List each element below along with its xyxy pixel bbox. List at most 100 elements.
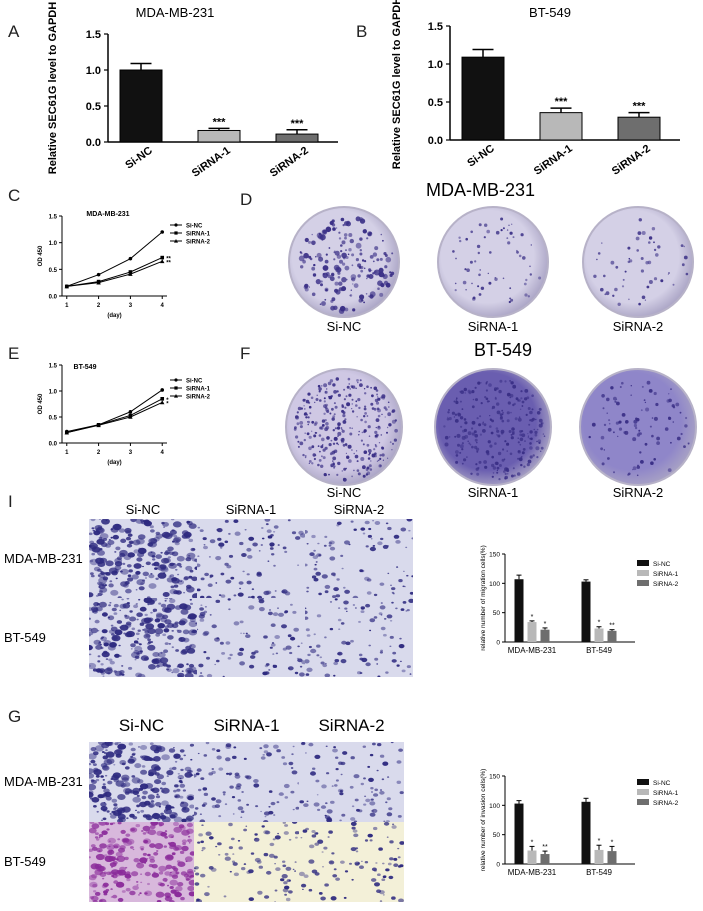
chart-b-sec61g-bt549: BT-549 0.0 0.5 1.0 1.5 Relative SEC61G level …	[391, 0, 680, 178]
transwell-column-label: SiRNA-2	[318, 716, 385, 735]
colony-plate-label: SiRNA-2	[612, 485, 664, 500]
transwell-image	[194, 742, 299, 822]
legend-label: SiRNA-1	[186, 232, 211, 238]
colony-plate	[285, 368, 403, 486]
y-tick-label: 0	[496, 640, 500, 647]
bar	[527, 622, 537, 642]
significance-label: **	[542, 844, 548, 851]
transwell-column-label: SiRNA-1	[225, 502, 277, 517]
transwell-column-label: Si-NC	[125, 502, 161, 517]
legend-label: Si-NC	[653, 780, 671, 787]
x-tick-label: 3	[129, 450, 133, 456]
x-tick-label: SiRNA-2	[268, 145, 311, 180]
y-tick-label: 50	[493, 610, 501, 617]
colony-dots	[588, 380, 690, 477]
cell-stain	[89, 742, 194, 822]
significance-label: *	[544, 621, 547, 628]
colony-dots	[593, 218, 689, 306]
significance-label: *	[531, 839, 534, 846]
bar	[581, 801, 591, 864]
colony-plate-label: Si-NC	[326, 485, 362, 500]
y-tick-label: 100	[489, 581, 500, 588]
transwell-image	[197, 598, 305, 677]
transwell-image	[194, 822, 299, 902]
significance-label: *	[611, 839, 614, 846]
data-point	[128, 410, 133, 414]
x-tick-label: MDA-MB-231	[508, 868, 557, 877]
x-axis-label: (day)	[107, 460, 121, 466]
legend-label: Si-NC	[186, 224, 203, 230]
panel-label-b: B	[356, 22, 368, 41]
colony-dots	[452, 217, 542, 304]
transwell-row-label: BT-549	[4, 854, 46, 869]
data-point	[128, 414, 133, 419]
colony-plate	[288, 206, 400, 318]
colony-dots	[298, 216, 395, 314]
cell-stain	[305, 598, 413, 677]
legend-marker	[174, 231, 178, 235]
x-tick-label: 2	[97, 450, 101, 456]
y-axis-label: OD 450	[38, 393, 44, 414]
bar	[540, 854, 550, 864]
transwell-column-label: SiRNA-1	[213, 716, 280, 735]
legend-label: SiRNA-2	[653, 800, 679, 807]
colony-plate	[582, 206, 694, 318]
cell-stain	[194, 822, 299, 902]
data-point	[96, 272, 101, 277]
legend-swatch	[637, 570, 649, 576]
significance-label: ***	[555, 96, 569, 108]
transwell-image	[299, 822, 404, 902]
legend-label: SiRNA-1	[186, 387, 211, 393]
bar	[461, 56, 505, 141]
y-tick-label: 0	[496, 862, 500, 869]
y-tick-label: 50	[493, 832, 501, 839]
y-tick-label: 0.0	[428, 135, 443, 147]
x-tick-label: 2	[97, 303, 101, 309]
transwell-row-label: MDA-MB-231	[4, 550, 83, 566]
bar	[119, 69, 163, 143]
y-tick-label: 1.5	[86, 29, 101, 41]
y-tick-label: 1.5	[428, 21, 443, 33]
colony-f-title: BT-549	[474, 340, 533, 360]
panel-label-c: C	[8, 186, 21, 205]
bar	[527, 850, 537, 864]
data-point	[160, 255, 165, 260]
cell-stain	[194, 742, 299, 822]
data-point	[128, 271, 133, 276]
significance-label: ***	[213, 116, 227, 128]
legend-marker	[174, 386, 178, 390]
bar	[275, 133, 319, 143]
data-point	[160, 397, 165, 401]
transwell-image	[305, 598, 413, 677]
cell-stain	[197, 598, 305, 677]
x-axis-label: (day)	[107, 313, 121, 319]
x-tick-label: SiRNA-1	[532, 143, 575, 178]
significance-label: **	[166, 260, 171, 266]
legend-label: Si-NC	[186, 379, 203, 385]
transwell-image	[89, 742, 194, 822]
transwell-image	[299, 742, 404, 822]
legend-swatch	[637, 799, 649, 805]
y-axis-label: Relative SEC61G level to GAPDH	[47, 2, 59, 174]
y-tick-label: 0.0	[49, 295, 58, 301]
y-tick-label: 1.5	[49, 215, 58, 221]
x-tick-label: BT-549	[586, 868, 612, 877]
x-tick-label: 4	[161, 450, 165, 456]
bar	[514, 803, 524, 864]
legend-swatch	[637, 789, 649, 795]
series-line	[66, 231, 163, 287]
panel-label-g: G	[8, 707, 22, 726]
colony-plate	[434, 368, 552, 486]
x-tick-label: Si-NC	[465, 143, 496, 170]
legend-label: Si-NC	[653, 561, 671, 568]
transwell-column-label: SiRNA-2	[333, 502, 385, 517]
x-tick-label: SiRNA-2	[610, 143, 653, 178]
legend-marker	[174, 223, 178, 227]
data-point	[160, 259, 165, 264]
bar	[594, 849, 604, 864]
y-tick-label: 100	[489, 803, 500, 810]
series-line	[66, 401, 163, 434]
cell-stain	[299, 822, 404, 902]
